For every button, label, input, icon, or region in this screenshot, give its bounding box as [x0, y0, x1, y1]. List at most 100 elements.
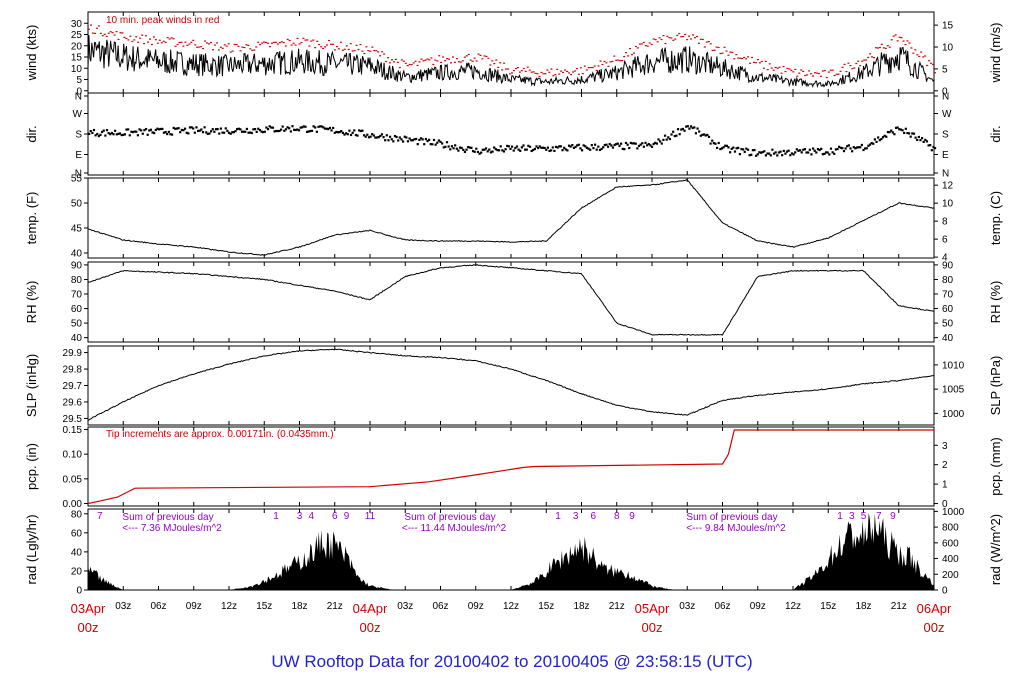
direction-point: [603, 143, 606, 147]
direction-point: [545, 148, 548, 151]
y2-tick-label: N: [942, 92, 949, 103]
direction-point: [359, 129, 362, 133]
direction-point: [927, 144, 930, 147]
hour-tick-label: 18z: [573, 601, 589, 612]
direction-point: [567, 144, 571, 147]
direction-point: [621, 147, 624, 150]
direction-point: [631, 142, 634, 145]
direction-point: [133, 130, 136, 133]
direction-point: [680, 128, 683, 131]
direction-point: [156, 127, 159, 130]
direction-point: [932, 145, 935, 149]
direction-point: [205, 131, 208, 134]
direction-point: [561, 149, 564, 152]
direction-point: [206, 132, 209, 135]
date-sub-label: 00z: [78, 620, 99, 635]
direction-point: [208, 132, 211, 135]
direction-point: [236, 128, 239, 131]
y2-axis-label: rad (W/m^2): [988, 514, 1003, 585]
direction-point: [566, 149, 569, 152]
direction-point: [587, 147, 590, 150]
direction-point: [442, 146, 445, 149]
direction-point: [877, 136, 880, 139]
direction-point: [691, 126, 694, 130]
direction-point: [813, 149, 816, 152]
direction-point: [522, 144, 525, 147]
direction-point: [886, 130, 890, 134]
direction-point: [127, 128, 130, 131]
direction-point: [693, 126, 696, 129]
direction-point: [794, 151, 797, 154]
direction-point: [903, 131, 906, 135]
direction-point: [681, 127, 685, 131]
direction-point: [136, 134, 140, 137]
direction-point: [97, 135, 100, 138]
direction-point: [292, 128, 296, 131]
direction-point: [349, 133, 353, 137]
direction-point: [924, 138, 927, 141]
direction-point: [170, 133, 174, 136]
direction-point: [512, 149, 515, 152]
direction-point: [805, 151, 808, 154]
direction-point: [188, 126, 192, 129]
direction-point: [179, 131, 182, 134]
direction-point: [353, 129, 356, 132]
direction-point: [675, 134, 678, 137]
direction-point: [672, 130, 675, 133]
direction-point: [436, 141, 439, 144]
direction-point: [141, 132, 144, 135]
direction-point: [719, 148, 722, 151]
hour-mark: 9: [629, 511, 635, 522]
direction-point: [94, 134, 97, 137]
direction-point: [898, 128, 901, 131]
hour-mark: 4: [308, 511, 314, 522]
y2-axis-label: RH (%): [988, 281, 1003, 324]
direction-point: [829, 147, 833, 150]
direction-point: [538, 145, 541, 148]
direction-point: [582, 144, 585, 147]
direction-point: [746, 148, 750, 151]
direction-point: [755, 154, 758, 157]
direction-point: [146, 133, 149, 136]
direction-point: [115, 133, 118, 136]
direction-point: [652, 142, 655, 146]
direction-point: [907, 132, 911, 135]
direction-point: [211, 128, 214, 131]
hour-mark: 7: [876, 511, 882, 522]
y-axis-label: RH (%): [24, 281, 39, 324]
direction-point: [253, 127, 257, 131]
direction-point: [197, 129, 200, 133]
direction-point: [602, 146, 605, 149]
direction-point: [890, 129, 893, 132]
y-tick-label: 0: [76, 86, 82, 97]
direction-point: [872, 142, 875, 145]
direction-point: [655, 142, 658, 145]
direction-point: [309, 129, 312, 133]
direction-point: [506, 144, 509, 148]
direction-point: [694, 132, 698, 135]
direction-point: [875, 140, 878, 144]
direction-point: [764, 154, 767, 157]
direction-point: [392, 140, 395, 143]
direction-point: [275, 129, 278, 133]
direction-point: [294, 128, 297, 132]
direction-point: [919, 139, 922, 142]
direction-point: [239, 128, 242, 131]
direction-point: [291, 125, 294, 128]
direction-point: [322, 126, 325, 129]
direction-point: [714, 142, 717, 145]
direction-point: [738, 153, 741, 156]
direction-point: [306, 130, 309, 133]
direction-point: [670, 133, 673, 136]
y-axis-label: pcp. (in): [24, 443, 39, 490]
direction-point: [162, 131, 166, 134]
direction-point: [846, 145, 849, 148]
direction-point: [336, 131, 340, 134]
precip-series-line: [87, 429, 934, 505]
direction-point: [200, 128, 203, 131]
y-tick-label: 29.7: [63, 381, 83, 392]
y2-tick-label: 1000: [942, 409, 965, 420]
y-axis-label: SLP (inHg): [24, 354, 39, 417]
direction-point: [406, 140, 410, 143]
